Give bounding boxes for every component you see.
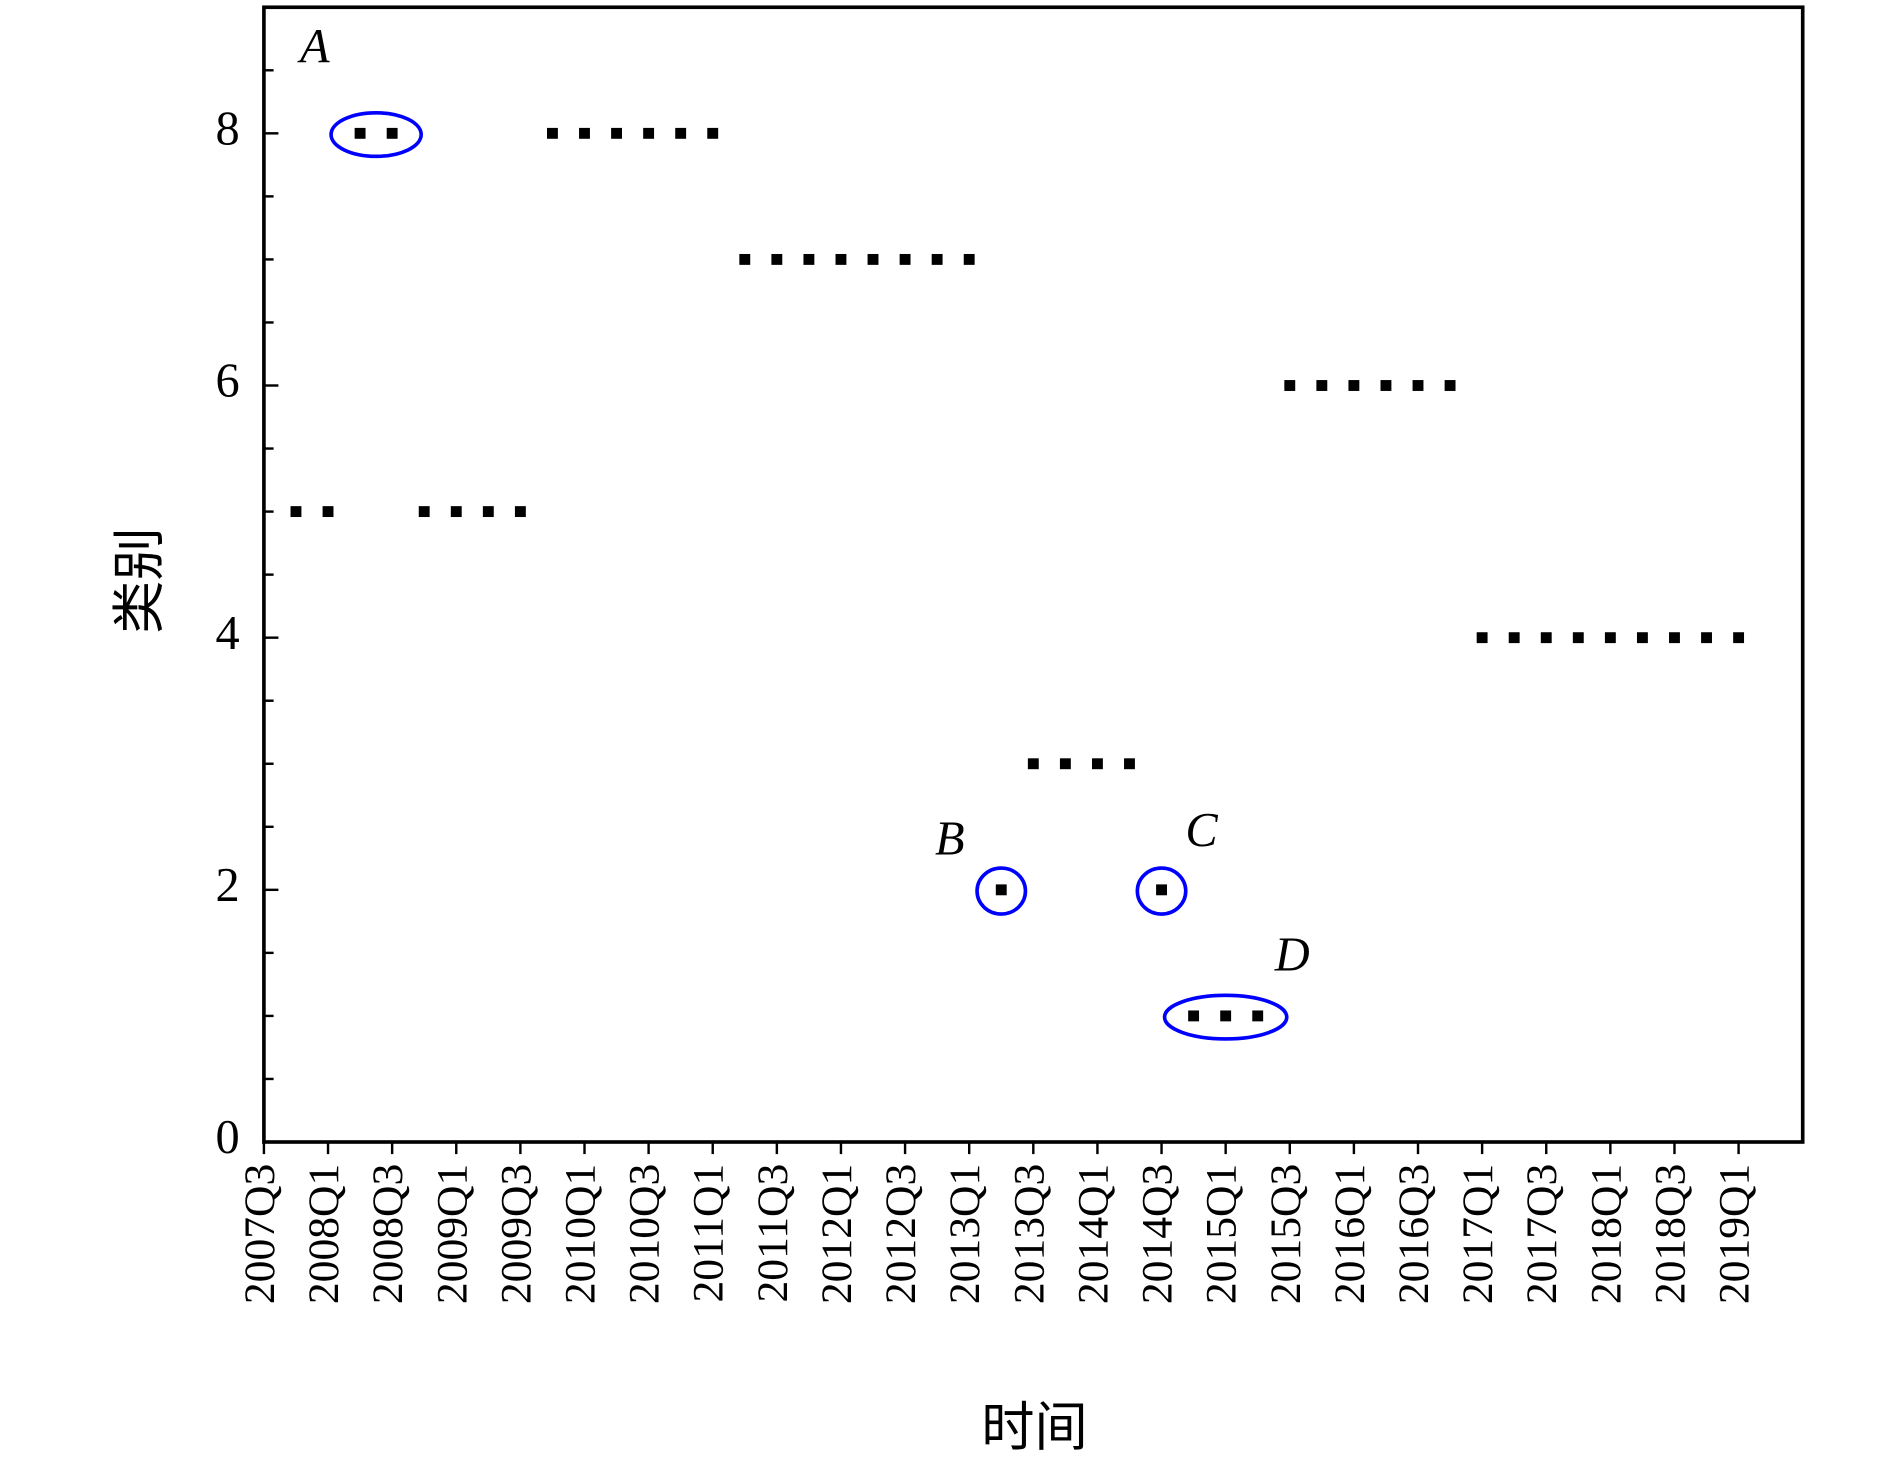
x-tick-label: 2010Q3	[621, 1164, 669, 1304]
point	[931, 253, 943, 265]
y-tick-label: 8	[216, 102, 240, 155]
plot-frame	[262, 5, 1805, 1144]
point	[739, 253, 751, 265]
point	[1701, 632, 1712, 644]
point	[1348, 380, 1360, 391]
point	[675, 127, 687, 139]
x-tick-label: 2014Q3	[1134, 1164, 1182, 1304]
y-tick-label: 2	[216, 859, 240, 912]
point	[1156, 884, 1167, 896]
x-tick-label: 2015Q3	[1262, 1164, 1310, 1304]
point	[1508, 632, 1520, 644]
point	[1252, 1010, 1264, 1022]
point	[1444, 380, 1456, 391]
x-tick-label: 2009Q1	[428, 1164, 476, 1304]
point	[1540, 632, 1552, 644]
point	[867, 253, 879, 265]
x-tick-label: 2013Q3	[1005, 1164, 1053, 1304]
point	[899, 253, 911, 265]
point	[995, 884, 1007, 896]
point	[1220, 1010, 1232, 1022]
point	[835, 253, 847, 265]
x-tick-label: 2012Q3	[877, 1164, 925, 1304]
x-tick-label: 2012Q1	[813, 1164, 861, 1304]
x-tick-label: 2007Q3	[236, 1164, 284, 1304]
point	[1476, 632, 1488, 644]
point	[1636, 632, 1648, 644]
highlight-ellipse	[1162, 993, 1289, 1041]
annotation: C	[1185, 804, 1218, 857]
highlight-ellipse	[1135, 866, 1188, 916]
point	[546, 127, 558, 139]
point	[514, 506, 526, 518]
x-tick-label: 2009Q3	[492, 1164, 540, 1304]
x-tick-label: 2008Q3	[364, 1164, 412, 1304]
point	[1412, 380, 1424, 391]
point	[1316, 380, 1328, 391]
x-tick-label: 2008Q1	[300, 1164, 348, 1304]
x-tick-label: 2011Q1	[685, 1164, 733, 1303]
point	[611, 127, 622, 139]
point	[1733, 632, 1745, 644]
annotation: D	[1274, 928, 1310, 981]
point	[482, 506, 494, 518]
point	[1669, 632, 1680, 644]
point	[643, 127, 655, 139]
x-tick-label: 2013Q1	[941, 1164, 989, 1304]
y-tick-label: 0	[216, 1111, 240, 1164]
point	[1059, 758, 1071, 770]
x-tick-label: 2011Q3	[749, 1164, 797, 1303]
highlight-ellipse	[329, 110, 423, 159]
point	[418, 506, 430, 518]
point	[771, 253, 783, 265]
annotation: A	[297, 20, 330, 73]
point	[1284, 380, 1296, 391]
x-axis-label: 时间	[981, 1399, 1087, 1458]
x-tick-label: 2015Q1	[1198, 1164, 1246, 1304]
x-tick-label: 2018Q3	[1646, 1164, 1694, 1304]
x-tick-label: 2019Q1	[1711, 1164, 1759, 1304]
point	[1027, 758, 1039, 770]
point	[290, 506, 302, 518]
point	[1091, 758, 1103, 770]
x-tick-label: 2010Q1	[556, 1164, 604, 1304]
point	[803, 253, 815, 265]
point	[1124, 758, 1135, 770]
point	[1380, 380, 1392, 391]
point	[1604, 632, 1616, 644]
y-tick-label: 4	[216, 607, 240, 660]
point	[450, 506, 462, 518]
highlight-ellipse	[975, 866, 1028, 916]
x-tick-label: 2017Q1	[1454, 1164, 1502, 1304]
x-tick-label: 2018Q1	[1582, 1164, 1630, 1304]
x-tick-label: 2014Q1	[1069, 1164, 1117, 1304]
point	[707, 127, 719, 139]
point	[1188, 1010, 1200, 1022]
point	[354, 127, 366, 139]
point	[1572, 632, 1584, 644]
point	[322, 506, 334, 518]
y-tick-label: 6	[216, 355, 240, 408]
x-tick-label: 2017Q3	[1518, 1164, 1566, 1304]
x-tick-label: 2016Q3	[1390, 1164, 1438, 1304]
point	[386, 127, 398, 139]
point	[963, 253, 975, 265]
x-tick-label: 2016Q1	[1326, 1164, 1374, 1304]
point	[579, 127, 590, 139]
annotation: B	[935, 812, 965, 865]
y-axis-label: 类别	[111, 527, 170, 633]
